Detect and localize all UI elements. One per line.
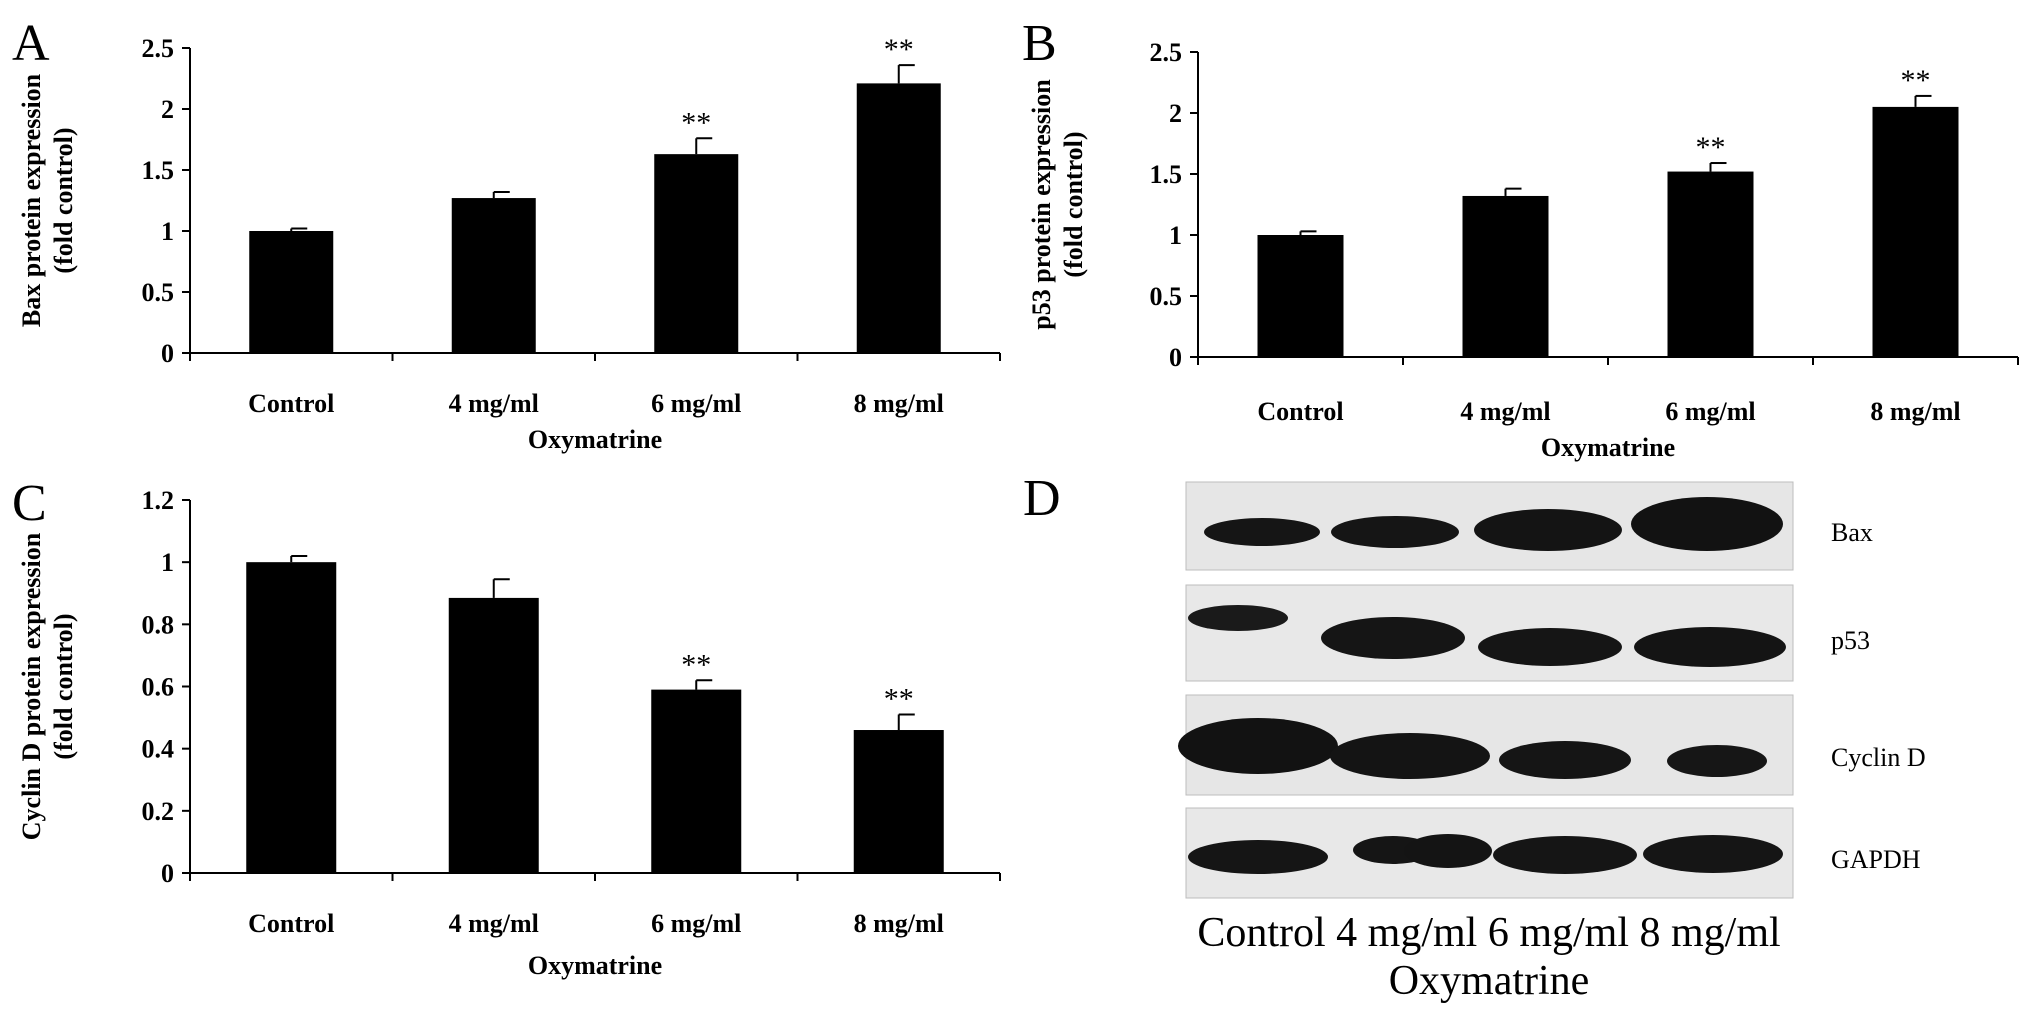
y-axis-label-unit: (fold control) bbox=[49, 127, 78, 273]
y-tick-label: 0.8 bbox=[142, 610, 175, 639]
bar bbox=[1462, 195, 1549, 357]
x-axis-label: Oxymatrine bbox=[1541, 433, 1675, 462]
category-label: 4 mg/ml bbox=[449, 389, 539, 418]
blot-strip-p53 bbox=[1185, 584, 1794, 682]
category-label: Control bbox=[1257, 397, 1343, 426]
y-tick-label: 1.5 bbox=[142, 156, 175, 185]
significance-marker: ** bbox=[1901, 64, 1931, 97]
y-axis-label: Cyclin D protein expression bbox=[17, 532, 46, 840]
y-tick-label: 1 bbox=[161, 548, 174, 577]
category-label: Control bbox=[248, 389, 334, 418]
blot-strip-gapdh bbox=[1185, 807, 1794, 899]
x-axis-label: Oxymatrine bbox=[528, 951, 662, 980]
y-tick-label: 0 bbox=[161, 339, 174, 368]
panel-d-blot: D Bax p53 Cyclin D bbox=[1023, 470, 1926, 1004]
y-tick-label: 0.5 bbox=[1150, 282, 1183, 311]
significance-marker: ** bbox=[1696, 131, 1726, 164]
y-tick-label: 1 bbox=[1169, 221, 1182, 250]
panel-b-label: B bbox=[1022, 15, 1057, 72]
blot-lane-label-gapdh: GAPDH bbox=[1831, 845, 1921, 874]
blot-x-axis-label: Oxymatrine bbox=[1389, 958, 1590, 1004]
category-label: 8 mg/ml bbox=[1870, 397, 1960, 426]
y-axis-label-unit: (fold control) bbox=[49, 613, 78, 759]
y-tick-label: 2 bbox=[1169, 99, 1182, 128]
category-label: 4 mg/ml bbox=[449, 909, 539, 938]
blot-strip-cyclin-d bbox=[1178, 694, 1794, 796]
category-label: 6 mg/ml bbox=[1665, 397, 1755, 426]
category-label: 6 mg/ml bbox=[651, 909, 741, 938]
blot-lane-label-p53: p53 bbox=[1831, 626, 1870, 655]
category-label: 4 mg/ml bbox=[1460, 397, 1550, 426]
panel-d-label: D bbox=[1023, 470, 1061, 527]
y-tick-label: 2 bbox=[161, 95, 174, 124]
category-label: 8 mg/ml bbox=[854, 389, 944, 418]
y-tick-label: 0.5 bbox=[142, 278, 175, 307]
y-axis-label: Bax protein expression bbox=[17, 73, 46, 327]
significance-marker: ** bbox=[681, 648, 711, 681]
blot-lane-label-cyclin-d: Cyclin D bbox=[1831, 743, 1926, 772]
bar bbox=[1872, 106, 1959, 358]
x-axis-label: Oxymatrine bbox=[528, 425, 662, 454]
y-tick-label: 1 bbox=[161, 217, 174, 246]
bar bbox=[654, 154, 739, 353]
bar bbox=[651, 689, 742, 873]
y-tick-label: 2.5 bbox=[1150, 38, 1183, 67]
y-tick-label: 1.5 bbox=[1150, 160, 1183, 189]
y-axis-label-unit: (fold control) bbox=[1059, 131, 1088, 277]
bar bbox=[448, 597, 539, 873]
panel-a-label: A bbox=[12, 15, 50, 72]
blot-lane-label-bax: Bax bbox=[1831, 518, 1873, 547]
significance-marker: ** bbox=[681, 106, 711, 139]
y-tick-label: 0.2 bbox=[142, 797, 175, 826]
y-axis-label: p53 protein expression bbox=[1027, 79, 1056, 330]
y-tick-label: 0.4 bbox=[142, 735, 175, 764]
panel-c-chart: C 0 0.2 0.4 0.6 0.8 1 1.2 Control 4 mg/ml ** 6 mg/m… bbox=[12, 475, 1001, 980]
bar bbox=[246, 562, 337, 873]
bar bbox=[1667, 171, 1754, 357]
y-tick-label: 0.6 bbox=[142, 673, 175, 702]
category-label: Control bbox=[248, 909, 334, 938]
blot-strip-bax bbox=[1185, 481, 1794, 571]
y-tick-label: 2.5 bbox=[142, 34, 175, 63]
panel-b-chart: B 0 0.5 1 1.5 2 2.5 Control 4 mg/ml ** 6 mg/ml ** 8 … bbox=[1022, 15, 2019, 462]
category-label: 6 mg/ml bbox=[651, 389, 741, 418]
category-label: 8 mg/ml bbox=[854, 909, 944, 938]
y-tick-label: 0 bbox=[1169, 343, 1182, 372]
significance-marker: ** bbox=[884, 33, 914, 66]
bar bbox=[1257, 235, 1344, 357]
panel-a-chart: A 0 0.5 1 1.5 2 2.5 Control 4 mg/ml ** 6 mg/ml ** 8 … bbox=[12, 15, 1001, 454]
significance-marker: ** bbox=[884, 682, 914, 715]
bar bbox=[856, 83, 941, 353]
bar bbox=[451, 198, 536, 353]
blot-category-labels: Control 4 mg/ml 6 mg/ml 8 mg/ml bbox=[1197, 910, 1780, 956]
bar bbox=[853, 730, 944, 873]
y-tick-label: 1.2 bbox=[142, 486, 175, 515]
bar bbox=[249, 231, 334, 353]
panel-c-label: C bbox=[12, 475, 47, 532]
y-tick-label: 0 bbox=[161, 859, 174, 888]
